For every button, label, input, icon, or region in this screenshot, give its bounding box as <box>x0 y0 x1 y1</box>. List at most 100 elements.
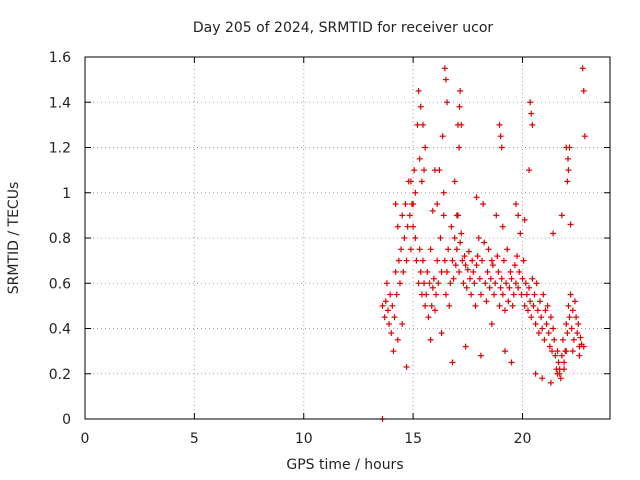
data-point <box>432 167 438 174</box>
data-point <box>565 302 572 309</box>
data-point <box>568 325 575 332</box>
data-point <box>413 257 420 264</box>
data-point <box>564 178 571 185</box>
data-point <box>417 103 424 110</box>
data-point <box>427 336 434 343</box>
data-point <box>529 121 536 128</box>
data-point <box>434 257 441 264</box>
data-point <box>403 363 410 370</box>
data-point <box>458 121 465 128</box>
data-point <box>441 65 448 72</box>
data-point <box>417 268 424 275</box>
data-point <box>442 291 449 298</box>
data-point <box>399 212 406 219</box>
data-point <box>522 280 529 287</box>
data-point <box>449 257 456 264</box>
data-point <box>424 268 431 275</box>
data-point <box>477 291 484 298</box>
data-point <box>393 291 400 298</box>
data-point <box>476 275 483 282</box>
data-point <box>386 320 393 327</box>
x-tick-label: 20 <box>514 431 532 447</box>
data-point <box>497 284 504 291</box>
data-point <box>438 268 445 275</box>
data-point <box>412 235 419 241</box>
data-point <box>426 280 433 287</box>
data-point <box>452 262 459 269</box>
y-tick-labels: 0 0.2 0.4 0.6 0.8 1 1.2 1.4 1.6 <box>49 50 71 428</box>
data-point <box>567 291 574 298</box>
data-point <box>533 280 540 287</box>
data-point <box>430 275 437 282</box>
data-point <box>475 235 482 241</box>
data-point <box>492 280 499 287</box>
data-point <box>394 336 401 343</box>
x-tick-label: 5 <box>190 431 199 447</box>
data-point <box>516 268 523 275</box>
data-point <box>555 359 562 366</box>
data-point <box>497 133 504 140</box>
data-point <box>543 320 550 327</box>
data-point <box>504 246 511 253</box>
data-point <box>448 223 455 230</box>
data-point <box>567 221 574 228</box>
data-point <box>422 144 429 151</box>
data-point <box>552 352 559 359</box>
data-point <box>421 167 428 174</box>
data-point <box>410 223 417 230</box>
x-axis-label: GPS time / hours <box>286 457 403 473</box>
data-point <box>494 253 501 260</box>
data-point <box>566 314 573 321</box>
data-point <box>550 325 557 332</box>
data-point <box>535 330 542 337</box>
data-point <box>576 352 583 359</box>
data-point <box>574 330 581 337</box>
y-tick-label: 1.4 <box>49 95 71 111</box>
y-tick-label: 0.2 <box>49 367 71 383</box>
data-point <box>546 343 553 350</box>
data-point <box>397 280 403 287</box>
data-point <box>519 275 526 282</box>
data-point <box>538 314 545 321</box>
data-point <box>472 302 479 309</box>
data-point <box>462 262 469 269</box>
data-point <box>463 284 470 291</box>
data-point <box>394 223 401 230</box>
axis-ticks <box>84 56 610 420</box>
x-tick-label: 0 <box>81 431 90 447</box>
data-point <box>419 257 426 264</box>
data-point <box>580 343 587 350</box>
data-point <box>542 307 549 314</box>
data-point <box>529 275 536 282</box>
data-point <box>484 268 491 275</box>
data-point <box>580 87 587 94</box>
data-point <box>489 262 496 269</box>
y-axis-label: SRMTID / TECUs <box>6 182 22 295</box>
data-point <box>407 246 414 253</box>
data-point <box>526 167 533 174</box>
data-point <box>398 246 405 253</box>
data-point <box>400 268 407 275</box>
plot-frame <box>84 56 611 420</box>
data-points <box>379 65 588 422</box>
data-point <box>510 291 517 298</box>
data-point <box>534 307 541 314</box>
data-point <box>569 348 576 355</box>
data-point <box>496 121 503 128</box>
data-point <box>421 280 428 287</box>
data-point <box>523 291 530 298</box>
data-point <box>416 246 423 253</box>
data-point <box>530 302 537 309</box>
data-point <box>495 268 502 275</box>
data-point <box>391 314 398 321</box>
data-point <box>415 87 422 94</box>
data-point <box>532 320 539 327</box>
data-point <box>556 366 563 373</box>
data-point <box>517 230 524 237</box>
data-point <box>500 257 507 264</box>
data-point <box>503 280 510 287</box>
data-point <box>453 212 460 219</box>
data-point <box>471 280 478 287</box>
data-point <box>467 275 473 282</box>
data-point <box>429 207 436 214</box>
